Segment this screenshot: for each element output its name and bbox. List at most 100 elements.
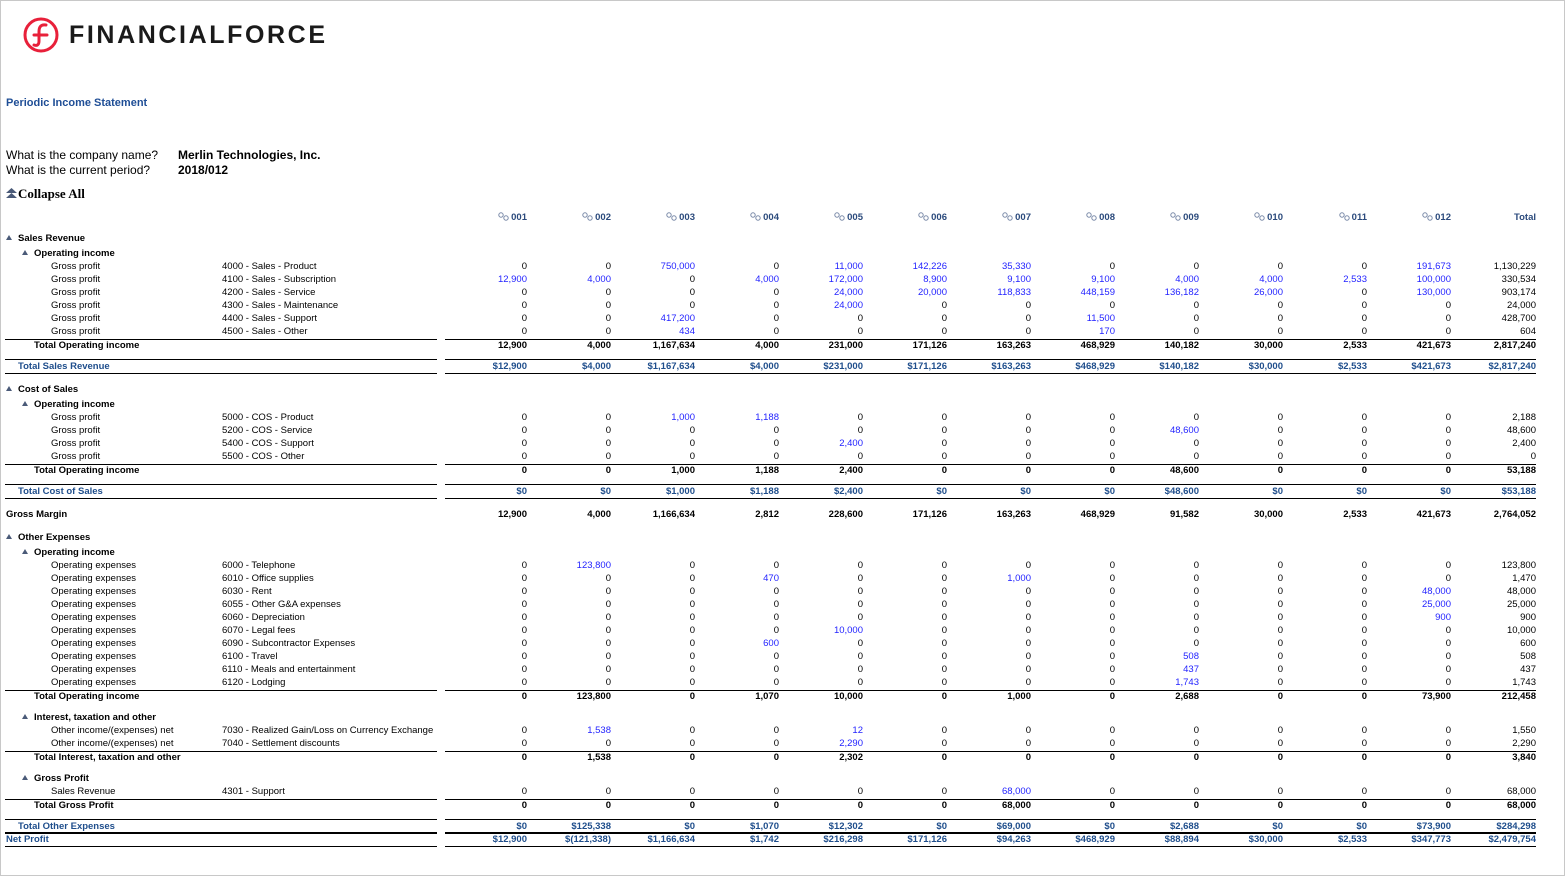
drilldown-value-link[interactable]: 136,182: [1164, 287, 1199, 298]
drilldown-value-link[interactable]: 48,600: [1169, 425, 1199, 436]
drilldown-value-link[interactable]: 142,226: [912, 261, 947, 272]
collapse-all-button[interactable]: Collapse All: [5, 186, 85, 202]
drilldown-value-link[interactable]: 1,000: [671, 412, 695, 423]
drilldown-value-link[interactable]: 2,400: [839, 438, 863, 449]
value-cell: 437: [1520, 664, 1536, 675]
value-cell: 0: [773, 560, 779, 571]
collapse-triangle-icon[interactable]: [22, 401, 28, 406]
drilldown-value-link[interactable]: 1,188: [755, 412, 779, 423]
drilldown-value-link[interactable]: 118,833: [997, 287, 1031, 298]
rule-line: [445, 359, 1536, 360]
value-cell: 0: [773, 677, 779, 688]
drilldown-value-link[interactable]: 100,000: [1416, 274, 1451, 285]
value-cell: 0: [773, 261, 779, 272]
value-cell: 508: [1520, 651, 1536, 662]
column-header-011[interactable]: 011: [1287, 211, 1367, 224]
drilldown-value-link[interactable]: 11,000: [834, 261, 863, 272]
drilldown-value-link[interactable]: 9,100: [1007, 274, 1031, 285]
drilldown-value-link[interactable]: 24,000: [833, 287, 863, 298]
value-cell: 0: [1445, 412, 1451, 423]
drilldown-value-link[interactable]: 12,900: [497, 274, 527, 285]
drilldown-value-link[interactable]: 170: [1099, 326, 1115, 337]
drilldown-value-link[interactable]: 9,100: [1091, 274, 1115, 285]
drilldown-value-link[interactable]: 1,743: [1175, 677, 1199, 688]
value-cell: 903,174: [1501, 287, 1536, 298]
column-header-002[interactable]: 002: [531, 211, 611, 224]
drilldown-value-link[interactable]: 8,900: [923, 274, 947, 285]
column-header-001[interactable]: 001: [447, 211, 527, 224]
drilldown-value-link[interactable]: 600: [763, 638, 779, 649]
drilldown-value-link[interactable]: 434: [679, 326, 695, 337]
collapse-triangle-icon[interactable]: [6, 386, 12, 391]
value-cell: 0: [1025, 438, 1031, 449]
drilldown-value-link[interactable]: 4,000: [755, 274, 779, 285]
drilldown-value-link[interactable]: 172,000: [828, 274, 863, 285]
column-header-008[interactable]: 008: [1035, 211, 1115, 224]
rule-line: [5, 751, 437, 752]
value-cell: 0: [1361, 752, 1367, 763]
value-cell: 0: [1109, 451, 1115, 462]
row-det-operating-expenses: Operating expenses 6100 - Travel 0 0 0 0 0 0 0 0 5…: [0, 650, 1565, 663]
drilldown-value-link[interactable]: 1,538: [587, 725, 611, 736]
drilldown-value-link[interactable]: 25,000: [1421, 599, 1451, 610]
column-header-004[interactable]: 004: [699, 211, 779, 224]
column-header-012[interactable]: 012: [1371, 211, 1451, 224]
drilldown-value-link[interactable]: 11,500: [1086, 313, 1115, 324]
collapse-triangle-icon[interactable]: [22, 549, 28, 554]
value-cell: 1,470: [1512, 573, 1536, 584]
drilldown-value-link[interactable]: 437: [1183, 664, 1199, 675]
value-cell: 0: [1277, 638, 1283, 649]
row-det-gross-profit: Gross profit 4200 - Sales - Service 0 0 0 0 24…: [0, 286, 1565, 299]
drilldown-value-link[interactable]: 470: [763, 573, 779, 584]
value-cell: $12,302: [828, 821, 863, 832]
link-icon: [498, 212, 511, 223]
column-header-005[interactable]: 005: [783, 211, 863, 224]
value-cell: 0: [605, 412, 611, 423]
drilldown-value-link[interactable]: 12: [852, 725, 863, 736]
drilldown-value-link[interactable]: 20,000: [917, 287, 947, 298]
drilldown-value-link[interactable]: 1,000: [1007, 573, 1031, 584]
column-header-006[interactable]: 006: [867, 211, 947, 224]
value-cell: 0: [857, 786, 863, 797]
value-cell: 0: [1530, 451, 1536, 462]
drilldown-value-link[interactable]: 448,159: [1080, 287, 1115, 298]
drilldown-value-link[interactable]: 508: [1183, 651, 1199, 662]
drilldown-value-link[interactable]: 24,000: [833, 300, 863, 311]
company-prompt-label: What is the company name?: [6, 148, 159, 162]
drilldown-value-link[interactable]: 2,533: [1343, 274, 1367, 285]
drilldown-value-link[interactable]: 2,290: [839, 738, 863, 749]
column-header-003[interactable]: 003: [615, 211, 695, 224]
value-cell: 0: [857, 664, 863, 675]
column-header-009[interactable]: 009: [1119, 211, 1199, 224]
collapse-triangle-icon[interactable]: [22, 775, 28, 780]
drilldown-value-link[interactable]: 130,000: [1416, 287, 1451, 298]
collapse-triangle-icon[interactable]: [22, 714, 28, 719]
value-cell: $2,688: [1169, 821, 1199, 832]
value-cell: 0: [521, 261, 527, 272]
drilldown-value-link[interactable]: 750,000: [660, 261, 695, 272]
collapse-triangle-icon[interactable]: [6, 534, 12, 539]
drilldown-value-link[interactable]: 35,330: [1001, 261, 1031, 272]
value-cell: 0: [1193, 438, 1199, 449]
value-cell: 0: [773, 738, 779, 749]
value-cell: 0: [689, 438, 695, 449]
drilldown-value-link[interactable]: 191,673: [1416, 261, 1451, 272]
drilldown-value-link[interactable]: 4,000: [587, 274, 611, 285]
drilldown-value-link[interactable]: 4,000: [1259, 274, 1283, 285]
column-header-010[interactable]: 010: [1203, 211, 1283, 224]
drilldown-value-link[interactable]: 123,800: [576, 560, 611, 571]
account-name: 4200 - Sales - Service: [222, 287, 316, 298]
drilldown-value-link[interactable]: 10,000: [833, 625, 863, 636]
drilldown-value-link[interactable]: 900: [1435, 612, 1451, 623]
collapse-triangle-icon[interactable]: [6, 235, 12, 240]
value-cell: 48,600: [1506, 425, 1536, 436]
value-cell: 2,688: [1175, 691, 1199, 702]
collapse-triangle-icon[interactable]: [22, 250, 28, 255]
drilldown-value-link[interactable]: 417,200: [660, 313, 695, 324]
drilldown-value-link[interactable]: 4,000: [1175, 274, 1199, 285]
drilldown-value-link[interactable]: 68,000: [1001, 786, 1031, 797]
drilldown-value-link[interactable]: 48,000: [1421, 586, 1451, 597]
drilldown-value-link[interactable]: 26,000: [1253, 287, 1283, 298]
column-header-007[interactable]: 007: [951, 211, 1031, 224]
value-cell: 0: [605, 438, 611, 449]
